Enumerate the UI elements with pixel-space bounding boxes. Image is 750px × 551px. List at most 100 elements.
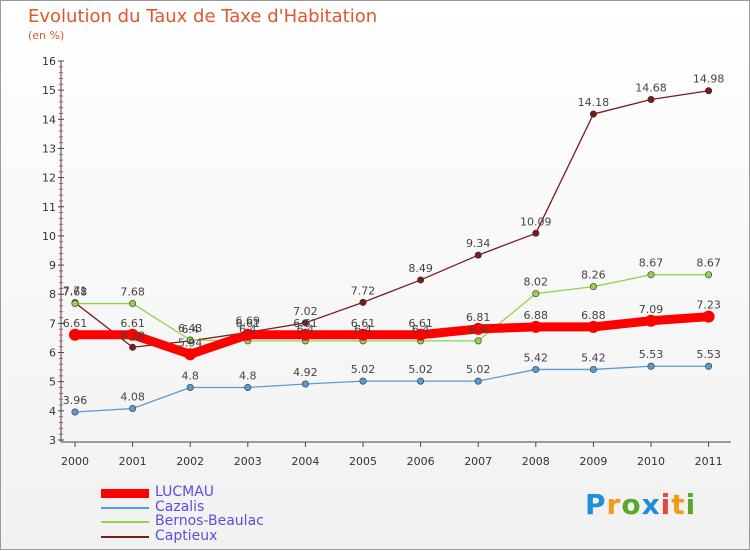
data-point-bernos-beaulac: [474, 337, 482, 345]
data-point-captieux: [474, 251, 482, 259]
data-point-cazalis: [474, 377, 482, 385]
data-point-lucmau: [587, 320, 600, 333]
y-tick-label: 13: [42, 142, 56, 155]
data-label-lucmau: 6.61: [63, 317, 88, 330]
data-label-captieux: 10.09: [520, 215, 552, 228]
data-point-captieux: [647, 95, 655, 103]
data-point-captieux: [589, 110, 597, 118]
data-label-cazalis: 5.02: [408, 363, 433, 376]
data-label-lucmau: 6.81: [466, 311, 491, 324]
data-label-captieux: 6.69: [236, 314, 261, 327]
data-label-lucmau: 7.23: [696, 299, 721, 312]
x-tick-label: 2002: [176, 455, 204, 468]
legend-label-lucmau: LUCMAU: [155, 484, 215, 500]
x-tick-label: 2003: [234, 455, 262, 468]
data-label-lucmau: 6.61: [236, 317, 261, 330]
chart-title: Evolution du Taux de Taxe d'Habitation: [28, 6, 378, 27]
data-point-captieux: [359, 298, 367, 306]
data-label-cazalis: 5.53: [639, 348, 664, 361]
data-label-captieux: 14.98: [693, 73, 725, 86]
data-label-lucmau: 5.94: [178, 336, 203, 349]
data-point-captieux: [705, 87, 713, 95]
series-line-captieux: [74, 90, 710, 348]
data-label-cazalis: 4.92: [293, 366, 318, 379]
x-tick-label: 2007: [464, 455, 492, 468]
legend-label-bernos-beaulac: Bernos-Beaulac: [155, 513, 264, 529]
data-point-cazalis: [532, 365, 540, 373]
data-point-bernos-beaulac: [129, 300, 137, 308]
data-point-lucmau: [69, 328, 81, 341]
logo-letter: o: [621, 488, 642, 521]
legend-swatch-lucmau: [101, 489, 149, 498]
series-line-bernos-beaulac: [74, 274, 710, 342]
logo-letter: i: [660, 488, 672, 521]
data-label-bernos-beaulac: 7.68: [120, 286, 145, 299]
data-point-lucmau: [184, 348, 197, 361]
data-label-bernos-beaulac: 8.02: [524, 276, 549, 289]
y-tick-label: 4: [49, 405, 56, 418]
data-label-captieux: 7.02: [293, 305, 318, 318]
data-point-cazalis: [705, 362, 713, 370]
x-tick-label: 2000: [61, 455, 89, 468]
x-tick-label: 2006: [407, 455, 435, 468]
data-label-cazalis: 4.08: [120, 391, 145, 404]
y-tick-label: 8: [49, 288, 56, 301]
data-label-bernos-beaulac: 6.4: [297, 323, 315, 336]
chart-subtitle: (en %): [28, 29, 65, 42]
data-label-captieux: 7.71: [63, 285, 88, 298]
y-tick-label: 9: [49, 259, 56, 272]
y-tick-label: 11: [42, 201, 56, 214]
data-label-cazalis: 5.42: [581, 351, 606, 364]
x-tick-label: 2008: [522, 455, 550, 468]
data-point-cazalis: [589, 365, 597, 373]
data-point-lucmau: [299, 328, 312, 341]
data-point-captieux: [301, 319, 309, 327]
data-label-cazalis: 5.02: [351, 363, 376, 376]
data-point-lucmau: [645, 314, 657, 327]
data-label-bernos-beaulac: 6.4: [412, 323, 430, 336]
legend-swatch-cazalis: [101, 506, 149, 509]
data-label-cazalis: 5.53: [696, 348, 721, 361]
data-point-cazalis: [359, 377, 367, 385]
legend-label-captieux: Captieux: [155, 527, 218, 544]
x-tick-label: 2011: [695, 455, 723, 468]
logo-letter: x: [641, 488, 661, 521]
data-label-cazalis: 5.42: [524, 351, 549, 364]
data-label-cazalis: 4.8: [181, 370, 199, 383]
data-label-lucmau: 6.88: [524, 309, 549, 322]
data-point-cazalis: [186, 384, 194, 392]
data-point-lucmau: [357, 328, 369, 341]
data-label-cazalis: 5.02: [466, 363, 491, 376]
x-tick-label: 2005: [349, 455, 377, 468]
data-label-lucmau: 7.09: [639, 303, 664, 316]
data-point-captieux: [417, 276, 425, 284]
y-tick-label: 7: [49, 317, 56, 330]
data-label-bernos-beaulac: 6.4: [469, 323, 487, 336]
x-tick-label: 2009: [579, 455, 607, 468]
x-tick-label: 2004: [291, 455, 319, 468]
legend-swatch-captieux: [101, 535, 149, 538]
data-label-lucmau: 6.88: [581, 309, 606, 322]
data-label-captieux: 9.34: [466, 237, 491, 250]
data-label-captieux: 8.49: [408, 262, 433, 275]
y-tick-label: 14: [42, 113, 56, 126]
data-label-bernos-beaulac: 7.68: [63, 286, 88, 299]
data-point-bernos-beaulac: [186, 336, 194, 344]
data-label-captieux: 14.68: [635, 81, 667, 94]
data-point-bernos-beaulac: [589, 283, 597, 291]
logo-letter: P: [585, 488, 607, 521]
proxiti-logo: Proxiti: [585, 488, 696, 521]
y-tick-label: 6: [49, 347, 56, 360]
series-line-lucmau: [70, 312, 714, 359]
data-label-captieux: 14.18: [578, 96, 610, 109]
logo-letter: t: [671, 488, 686, 521]
data-label-bernos-beaulac: 8.26: [581, 269, 606, 282]
data-point-cazalis: [417, 377, 425, 385]
data-point-bernos-beaulac: [705, 271, 713, 279]
data-point-cazalis: [71, 408, 79, 416]
data-label-lucmau: 6.61: [351, 317, 376, 330]
data-label-bernos-beaulac: 6.43: [178, 322, 203, 335]
data-label-captieux: 6.4: [181, 323, 199, 336]
